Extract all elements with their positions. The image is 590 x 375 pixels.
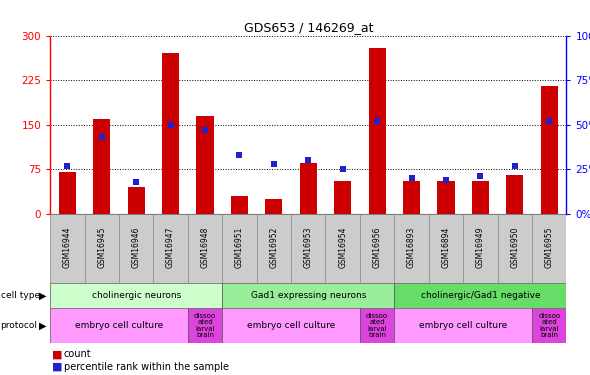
Bar [127,187,145,214]
Bar [222,214,257,283]
Text: GSM16956: GSM16956 [373,226,382,268]
Text: GSM16949: GSM16949 [476,226,485,268]
Bar [463,214,497,283]
Text: GSM16952: GSM16952 [270,226,278,268]
Text: protocol: protocol [1,321,38,330]
Bar [196,116,214,214]
Point [269,161,278,167]
Text: cholinergic neurons: cholinergic neurons [91,291,181,300]
Bar [532,214,566,283]
Point [303,158,313,164]
Text: GSM16948: GSM16948 [201,226,209,268]
Point [200,127,210,133]
Bar [50,308,188,343]
Text: ▶: ▶ [40,320,47,330]
Bar [360,308,394,343]
Bar [532,308,566,343]
Point [235,152,244,158]
Point [441,177,451,183]
Point [510,163,519,169]
Text: ■: ■ [52,349,63,359]
Text: GSM16894: GSM16894 [441,226,450,268]
Bar [429,214,463,283]
Bar [291,214,326,283]
Bar [50,214,84,283]
Bar [93,119,110,214]
Bar [188,214,222,283]
Point [63,163,72,169]
Text: GSM16951: GSM16951 [235,226,244,268]
Text: Gad1 expressing neurons: Gad1 expressing neurons [251,291,366,300]
Bar [84,214,119,283]
Text: cell type: cell type [1,291,40,300]
Point [166,122,175,128]
Bar [394,283,566,308]
Text: GSM16947: GSM16947 [166,226,175,268]
Text: GSM16955: GSM16955 [545,226,553,268]
Bar [162,54,179,214]
Text: GSM16893: GSM16893 [407,226,416,268]
Bar [326,214,360,283]
Point [476,173,485,179]
Text: embryo cell culture: embryo cell culture [419,321,507,330]
Point [545,118,554,124]
Bar [394,214,429,283]
Bar [50,283,222,308]
Bar [334,181,351,214]
Bar [497,214,532,283]
Bar [266,199,283,214]
Text: ▶: ▶ [40,290,47,300]
Bar [188,308,222,343]
Bar [437,181,454,214]
Bar [119,214,153,283]
Text: cholinergic/Gad1 negative: cholinergic/Gad1 negative [421,291,540,300]
Bar [403,181,420,214]
Text: GSM16944: GSM16944 [63,226,72,268]
Bar [506,175,523,214]
Text: ■: ■ [52,362,63,372]
Bar [153,214,188,283]
Bar [222,308,360,343]
Text: GSM16954: GSM16954 [338,226,347,268]
Bar [540,86,558,214]
Bar [257,214,291,283]
Text: GSM16946: GSM16946 [132,226,140,268]
Bar [369,48,386,214]
Text: embryo cell culture: embryo cell culture [75,321,163,330]
Text: GSM16950: GSM16950 [510,226,519,268]
Text: count: count [64,349,91,359]
Point [372,118,382,124]
Title: GDS653 / 146269_at: GDS653 / 146269_at [244,21,373,34]
Text: embryo cell culture: embryo cell culture [247,321,335,330]
Text: dissoo
ated
larval
brain: dissoo ated larval brain [538,313,560,338]
Text: dissoo
ated
larval
brain: dissoo ated larval brain [366,313,388,338]
Point [132,179,141,185]
Bar [360,214,394,283]
Bar [472,181,489,214]
Text: GSM16945: GSM16945 [97,226,106,268]
Text: dissoo
ated
larval
brain: dissoo ated larval brain [194,313,216,338]
Point [97,134,107,140]
Text: percentile rank within the sample: percentile rank within the sample [64,362,229,372]
Text: GSM16953: GSM16953 [304,226,313,268]
Point [338,166,348,172]
Bar [394,308,532,343]
Bar [300,163,317,214]
Bar [231,196,248,214]
Bar [222,283,394,308]
Bar [59,172,76,214]
Point [407,175,416,181]
